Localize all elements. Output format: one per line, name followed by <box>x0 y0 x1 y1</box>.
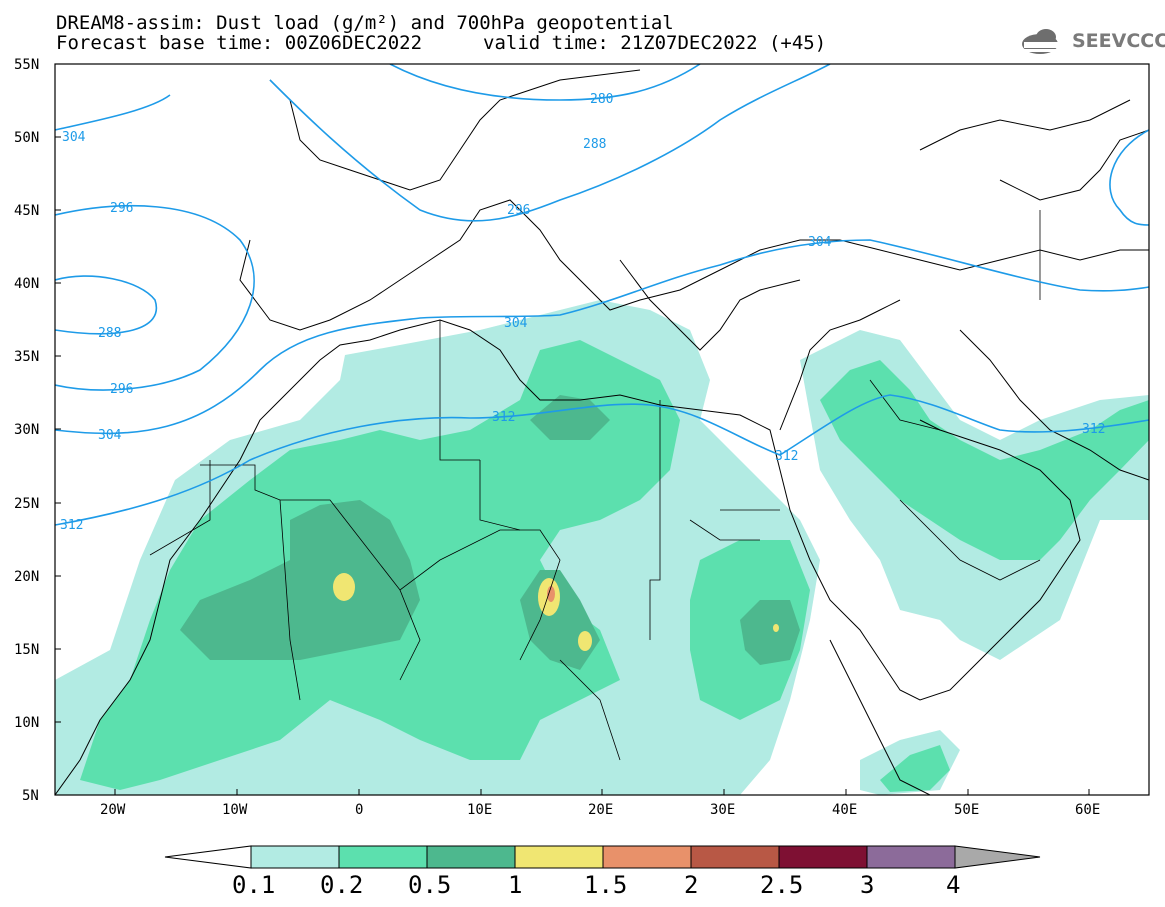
colorbar-swatch-2-5 <box>778 845 868 869</box>
colorbar-label: 0.2 <box>320 871 363 899</box>
lat-label: 20N <box>14 569 39 585</box>
colorbar-label: 2 <box>684 871 698 899</box>
contour-label: 288 <box>583 137 606 152</box>
map-title: DREAM8-assim: Dust load (g/m²) and 700hP… <box>56 12 674 34</box>
lon-label: 0 <box>355 802 363 818</box>
lon-label: 10E <box>467 802 492 818</box>
contour-label: 296 <box>110 201 133 216</box>
lat-label: 55N <box>14 57 39 73</box>
colorbar-swatch-3 <box>866 845 956 869</box>
colorbar-label: 2.5 <box>760 871 803 899</box>
lon-label: 20E <box>588 802 613 818</box>
logo-text: SEEVCCC <box>1072 30 1165 52</box>
colorbar-swatch-1 <box>514 845 604 869</box>
lat-label: 35N <box>14 349 39 365</box>
contour-label: 304 <box>504 316 528 331</box>
lat-label: 50N <box>14 130 39 146</box>
colorbar-min-arrow <box>164 845 252 869</box>
colorbar-label: 1 <box>508 871 522 899</box>
latitude-axis <box>55 63 61 723</box>
lon-label: 30E <box>710 802 735 818</box>
contour-label: 304 <box>98 428 122 443</box>
lon-label: 20W <box>100 802 126 818</box>
cloud-icon <box>1022 29 1060 54</box>
valid-time: valid time: 21Z07DEC2022 (+45) <box>483 32 827 54</box>
lat-label: 25N <box>14 496 39 512</box>
colorbar-label: 1.5 <box>584 871 627 899</box>
colorbar-swatch-0-2 <box>338 845 428 869</box>
colorbar-max-arrow <box>954 845 1041 869</box>
dust-level-1-5 <box>547 586 555 602</box>
lat-label: 10N <box>14 715 39 731</box>
contour-label: 312 <box>775 449 798 464</box>
forecast-base-time: Forecast base time: 00Z06DEC2022 <box>56 32 423 54</box>
colorbar-label: 0.5 <box>408 871 451 899</box>
lon-label: 10W <box>222 802 248 818</box>
longitude-axis <box>114 789 1090 795</box>
colorbar-swatch-0-1 <box>250 845 340 869</box>
colorbar-swatch-0-5 <box>426 845 516 869</box>
contour-label: 312 <box>492 410 515 425</box>
coastlines <box>55 69 1149 795</box>
lon-label: 40E <box>832 802 857 818</box>
lon-label: 60E <box>1075 802 1100 818</box>
contour-label: 296 <box>110 382 133 397</box>
colorbar-swatch-1-5 <box>602 845 692 869</box>
contour-label: 312 <box>60 518 83 533</box>
lat-label: 5N <box>22 788 39 804</box>
colorbar-label: 0.1 <box>232 871 275 899</box>
geopotential-contours <box>55 64 1149 526</box>
lat-label: 15N <box>14 642 39 658</box>
contour-label: 288 <box>98 326 121 341</box>
contour-label: 296 <box>507 203 530 218</box>
colorbar-swatch-2 <box>690 845 780 869</box>
seevccc-logo <box>1022 29 1060 54</box>
contour-labels: 280 288 304 296 288 296 304 312 304 304 … <box>60 92 1105 533</box>
colorbar-label: 4 <box>946 871 960 899</box>
lon-label: 50E <box>954 802 979 818</box>
contour-label: 280 <box>590 92 613 107</box>
colorbar-label: 3 <box>860 871 874 899</box>
lat-label: 30N <box>14 422 39 438</box>
colorbar <box>164 845 1041 869</box>
lat-label: 40N <box>14 276 39 292</box>
contour-label: 304 <box>62 130 86 145</box>
lat-label: 45N <box>14 203 39 219</box>
contour-label: 304 <box>808 235 832 250</box>
contour-label: 312 <box>1082 422 1105 437</box>
